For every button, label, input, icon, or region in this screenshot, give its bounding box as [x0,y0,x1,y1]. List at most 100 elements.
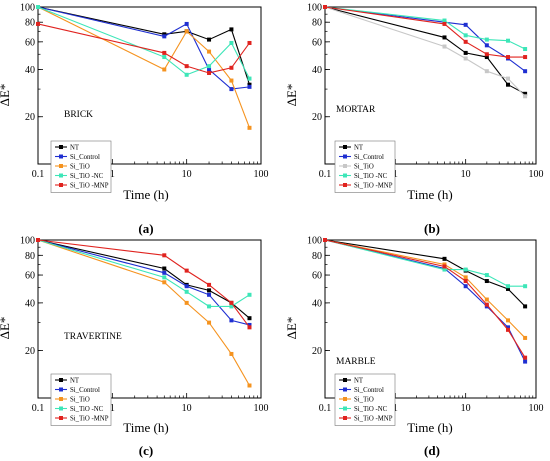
y-tick-label: 20 [312,346,322,357]
sample-label: MARBLE [336,357,376,367]
data-point [207,37,212,42]
legend-marker [59,416,63,420]
legend-label: Si_TiO -MNP [70,183,109,190]
data-point [323,238,327,242]
data-point [247,84,252,89]
y-tick-label: 60 [25,271,35,282]
data-point [36,238,40,242]
y-tick-label: 20 [312,112,322,123]
x-tick-label: 10 [461,169,471,180]
data-point [36,21,40,26]
x-tick-label: 0.1 [319,403,332,414]
plot-frame [324,239,537,399]
y-axis-label: ΔE* [0,84,12,107]
data-point [184,21,189,26]
y-tick-label: 20 [25,112,35,123]
data-point [442,18,447,23]
legend-label: NT [70,378,80,385]
legend-label: Si_TiO -NC [70,173,104,180]
legend-marker [59,154,63,159]
data-point [484,43,489,48]
legend-marker [59,406,63,411]
data-point [506,286,511,291]
legend: NT Si_Control Si_TiO Si_TiO -NC Si_TiO -MNP [50,140,112,193]
x-tick-label: 10 [461,403,471,414]
data-point [162,50,167,55]
data-point [229,65,234,70]
data-point [463,22,468,27]
sample-label: MORTAR [336,105,376,115]
data-point [523,94,528,99]
x-tick-label: 1 [110,403,115,414]
data-point [506,55,511,60]
series-si-tio-mnp [323,5,528,60]
data-point [207,292,212,297]
data-point [184,268,189,273]
legend-label: Si_TiO -NC [354,406,388,413]
plot-frame [37,6,262,165]
series-line [324,6,526,95]
data-point [207,49,212,54]
series-line [37,239,250,319]
data-point [506,284,511,289]
data-point [247,292,252,297]
legend-marker [343,378,347,382]
legend-label: Si_Control [70,387,100,394]
data-point [463,279,468,284]
data-point [323,5,327,9]
legend-label: Si_TiO -MNP [354,416,393,423]
data-point [523,359,528,364]
series-si-tio-nc [36,5,252,81]
data-point [162,34,167,39]
data-point [523,91,528,96]
y-tick-label: 40 [312,298,322,309]
x-axis-label: Time (h) [407,420,452,435]
legend-marker [343,164,347,168]
series-line [324,6,526,58]
series-si-tio-nc [36,238,252,309]
legend-label: Si_Control [354,387,384,394]
legend-marker [59,183,63,187]
panel-label: (a) [138,221,153,236]
x-tick-label: 100 [529,403,544,414]
data-point [229,27,234,32]
x-axis-label: Time (h) [123,187,168,202]
data-point [207,70,212,75]
y-axis-label: ΔE* [0,317,12,340]
y-tick-label: 40 [312,65,322,76]
data-point [523,55,528,60]
data-point [162,270,167,275]
data-point [484,279,489,284]
series-line [324,239,526,362]
data-point [506,325,511,330]
series-line [37,239,250,328]
series-line [324,6,526,50]
y-axis-label: ΔE* [284,317,299,340]
data-point [484,302,489,307]
data-point [207,282,212,287]
x-axis-label: Time (h) [407,187,452,202]
data-point [463,284,468,289]
legend-marker [59,173,63,178]
data-point [506,82,511,87]
x-tick-label: 0.1 [32,169,45,180]
data-point [162,32,167,37]
series-si-tio-mnp [36,21,252,75]
legend: NT Si_Control Si_TiO Si_TiO -NC Si_TiO -MNP [334,373,396,426]
legend: NT Si_Control Si_TiO Si_TiO -NC Si_TiO -MNP [334,140,396,193]
x-tick-label: 1 [110,169,115,180]
x-tick-label: 10 [182,169,192,180]
data-point [247,76,252,81]
legend-label: Si_TiO [354,397,374,404]
data-point [184,64,189,69]
y-tick-label: 60 [312,37,322,48]
y-tick-label: 80 [312,18,322,29]
series-line [37,6,251,129]
data-point [247,325,252,330]
data-point [229,40,234,45]
panel-label: (c) [139,443,153,458]
data-point [207,320,212,325]
legend-label: Si_TiO -MNP [70,416,109,423]
panel-d: 0.1 1 10 100 20 40 60 80 100 Time (h) ΔE* (d) MARBLE… [284,236,544,459]
